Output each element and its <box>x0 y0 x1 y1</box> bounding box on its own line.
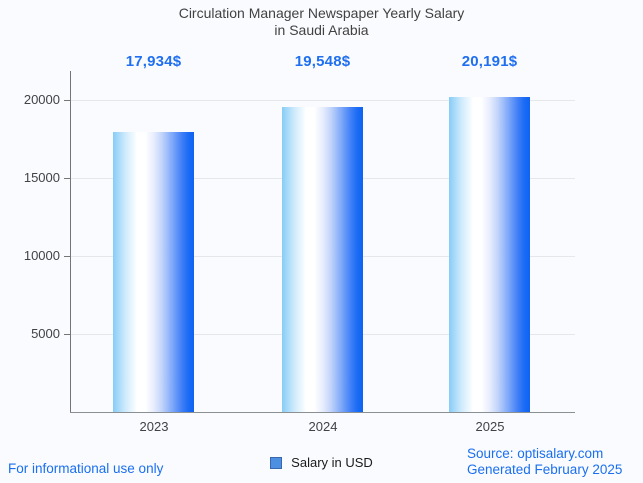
bar-value-label-2023: 17,934$ <box>125 53 182 70</box>
bar-2024 <box>282 107 363 412</box>
legend: Salary in USD <box>0 455 643 470</box>
gridline-20000 <box>71 100 575 101</box>
x-axis-line <box>70 412 575 413</box>
chart-title: Circulation Manager Newspaper Yearly Sal… <box>0 5 643 39</box>
ytick-label-15000: 15000 <box>23 170 60 185</box>
ytick-mark-20000 <box>64 100 70 101</box>
ytick-mark-5000 <box>64 334 70 335</box>
chart-title-line1: Circulation Manager Newspaper Yearly Sal… <box>178 5 465 21</box>
source-block: Source: optisalary.com Generated Februar… <box>467 446 622 478</box>
xtick-label-2025: 2025 <box>475 419 505 434</box>
source-text: Source: optisalary.com <box>467 446 604 461</box>
bar-value-label-2025: 20,191$ <box>461 53 518 70</box>
bar-2025 <box>449 97 530 412</box>
bar-value-label-2024: 19,548$ <box>294 53 351 70</box>
ytick-mark-15000 <box>64 178 70 179</box>
xtick-label-2023: 2023 <box>139 419 169 434</box>
ytick-label-5000: 5000 <box>31 326 60 341</box>
generated-text: Generated February 2025 <box>467 462 623 477</box>
bar-2023 <box>113 132 194 412</box>
legend-swatch-icon <box>270 456 283 469</box>
chart-title-line2: in Saudi Arabia <box>274 22 369 38</box>
ytick-label-20000: 20000 <box>23 92 60 107</box>
ytick-label-10000: 10000 <box>23 248 60 263</box>
y-axis-line <box>70 71 71 412</box>
xtick-label-2024: 2024 <box>308 419 338 434</box>
disclaimer-text: For informational use only <box>8 461 164 476</box>
ytick-mark-10000 <box>64 256 70 257</box>
legend-label: Salary in USD <box>291 455 373 470</box>
